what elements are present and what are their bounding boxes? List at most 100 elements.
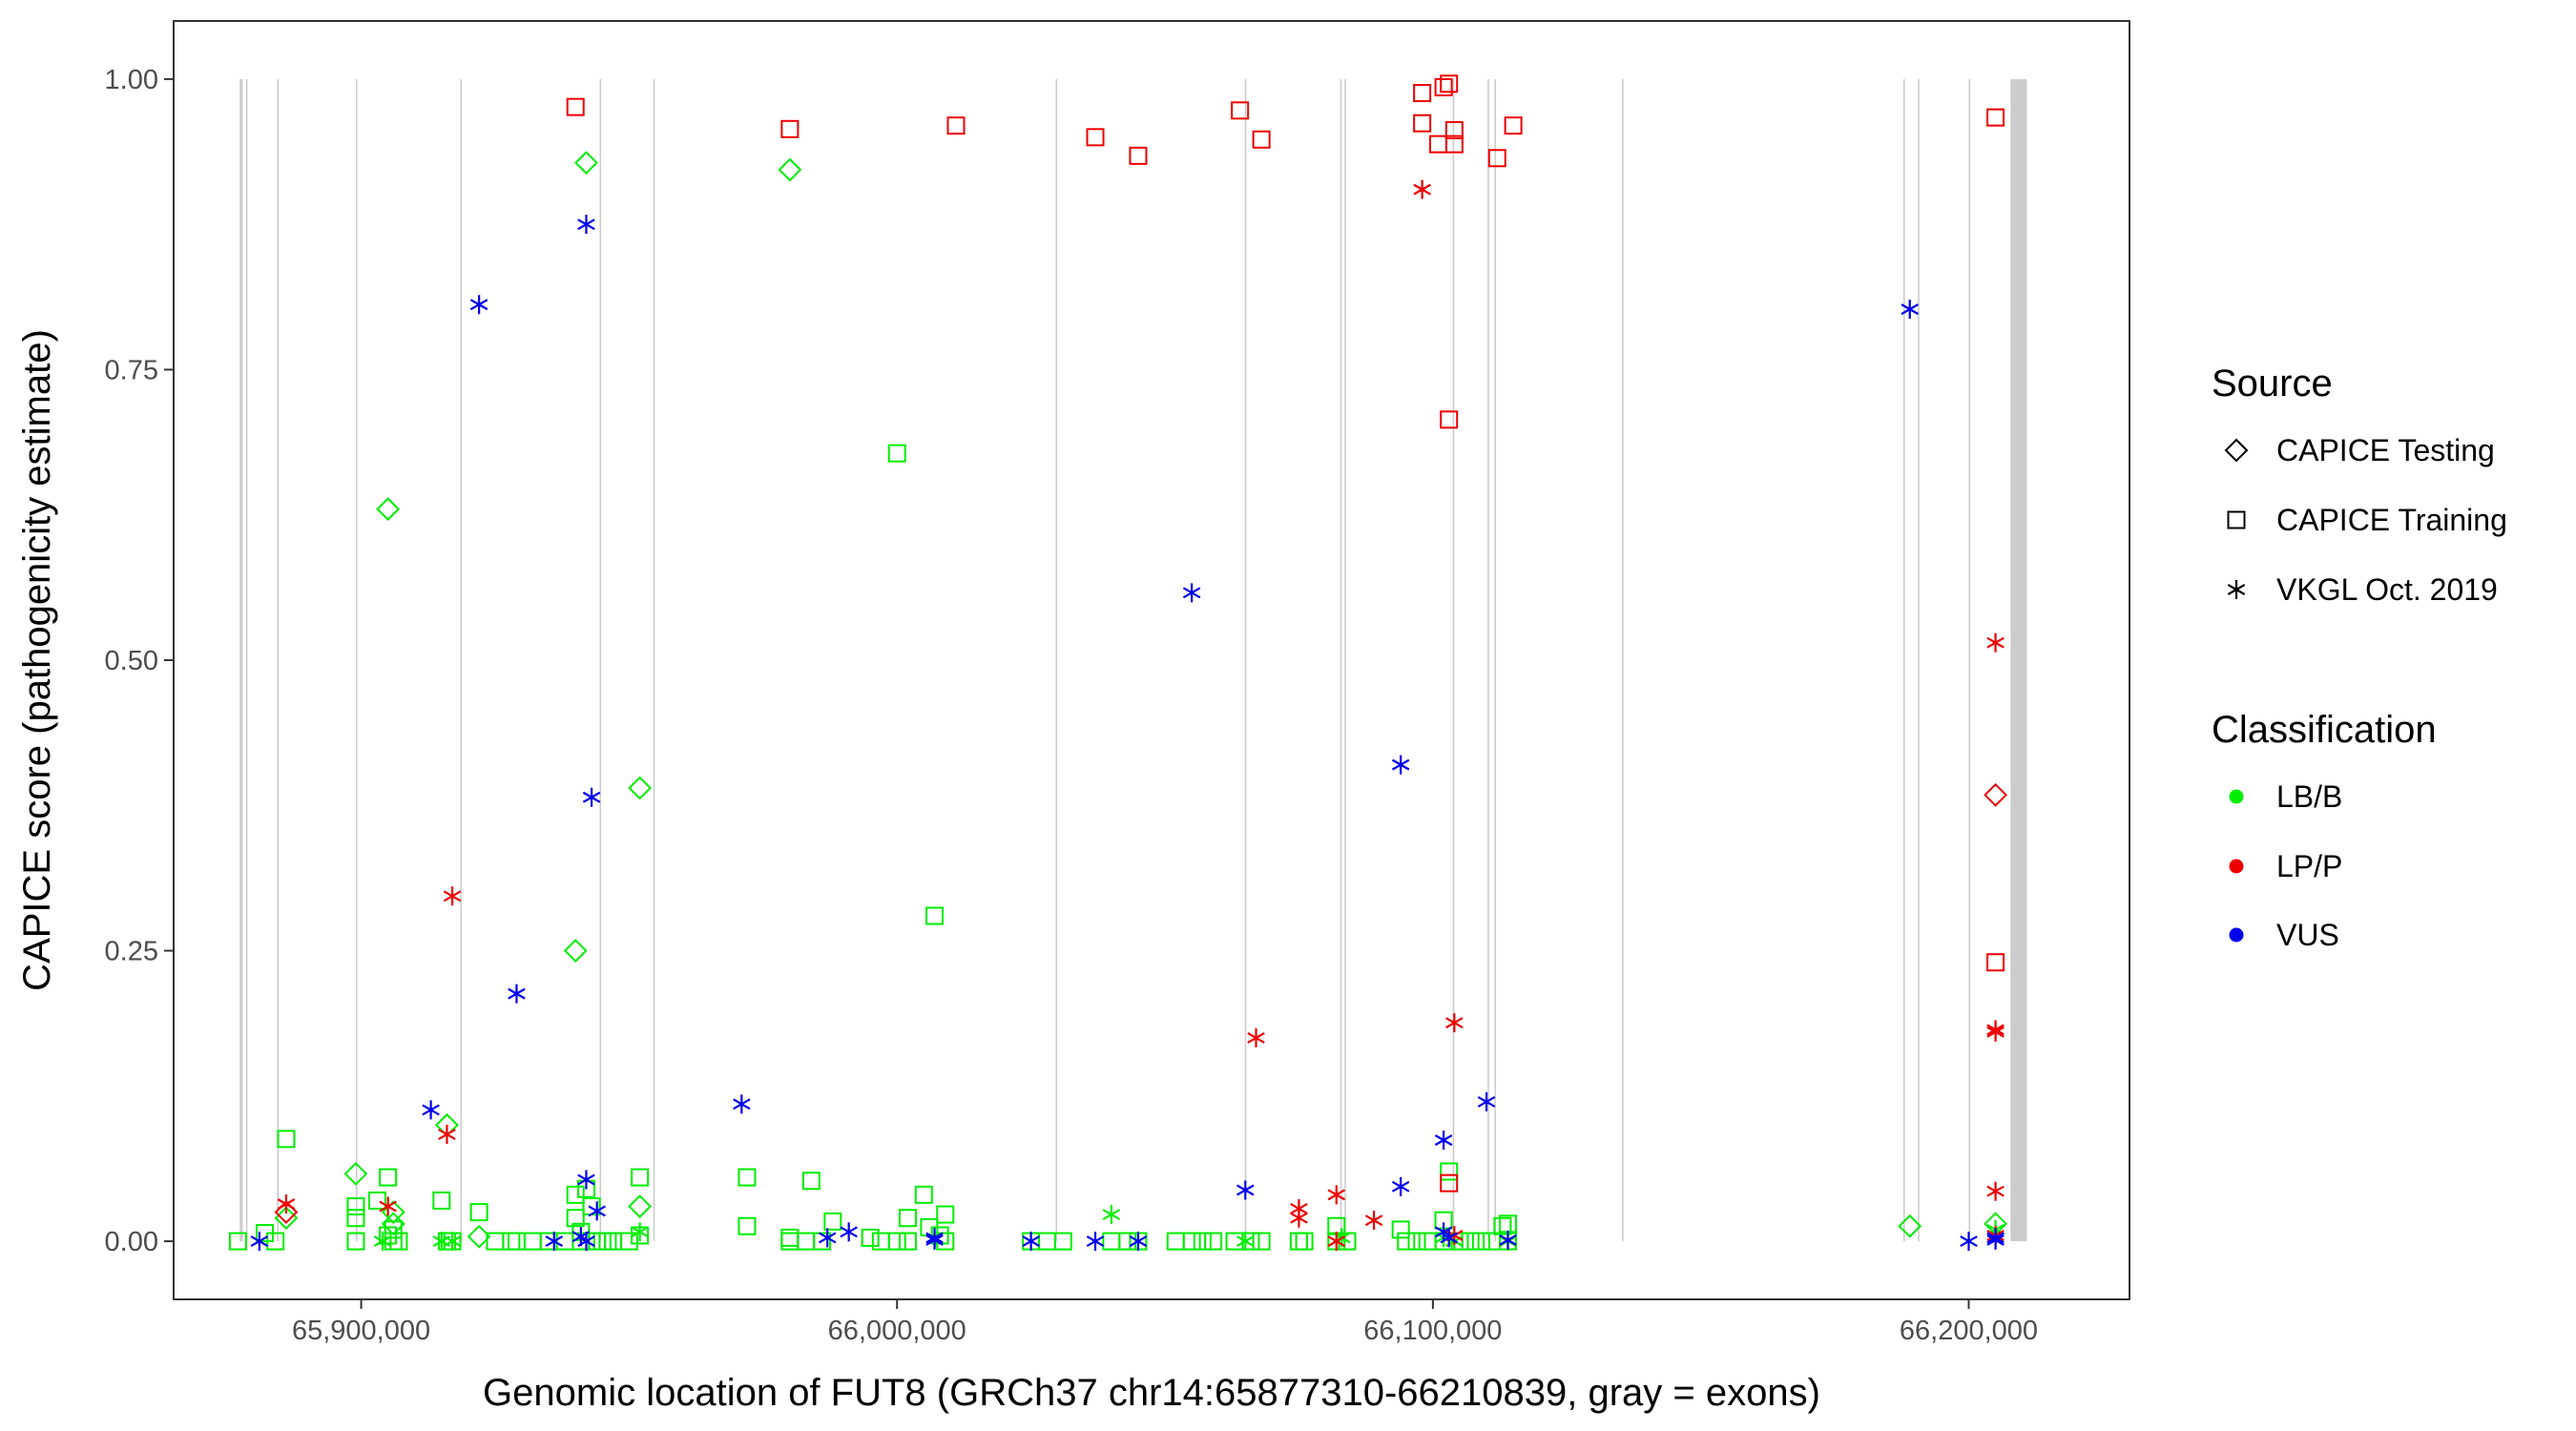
data-point xyxy=(343,1162,368,1186)
exon-layer xyxy=(239,78,2027,1242)
data-point xyxy=(631,1222,649,1242)
data-point xyxy=(1102,1232,1121,1251)
data-point xyxy=(898,1232,917,1251)
data-point xyxy=(887,1232,906,1251)
data-point xyxy=(1440,410,1459,429)
data-point xyxy=(1898,1213,1922,1238)
data-point xyxy=(1444,135,1464,154)
data-point xyxy=(1327,1232,1346,1252)
data-point xyxy=(887,444,906,463)
exon-band xyxy=(239,78,243,1242)
data-point xyxy=(563,939,588,963)
legend-key-asterisk xyxy=(2227,580,2246,599)
data-point xyxy=(1053,1232,1072,1251)
data-point xyxy=(1241,1232,1260,1251)
data-point xyxy=(1440,74,1459,93)
legend-source-label: VKGL Oct. 2019 xyxy=(2276,572,2498,607)
data-point xyxy=(1086,128,1105,147)
data-point xyxy=(277,1130,296,1149)
data-point xyxy=(604,1232,623,1251)
data-point xyxy=(1129,1232,1148,1252)
data-point xyxy=(381,1200,405,1225)
data-point xyxy=(266,1232,285,1251)
exon-band xyxy=(2010,78,2027,1242)
data-point xyxy=(523,1232,542,1251)
data-point xyxy=(502,1232,521,1251)
exon-band xyxy=(245,78,248,1242)
data-point xyxy=(628,776,653,800)
data-point xyxy=(619,1232,638,1251)
data-point xyxy=(1477,1091,1496,1111)
data-point xyxy=(443,1232,462,1252)
x-tick-label: 66,200,000 xyxy=(1900,1316,2038,1346)
data-point xyxy=(737,1216,757,1235)
data-point xyxy=(861,1228,880,1247)
x-tick-label: 65,900,000 xyxy=(292,1316,430,1346)
axis-layer: 0.00 0.25 0.50 0.75 1.00 65,900,000 66,000,000… xyxy=(105,65,2039,1346)
data-point xyxy=(467,1224,491,1249)
data-point xyxy=(1434,77,1453,96)
x-tick-label: 66,000,000 xyxy=(828,1316,966,1346)
data-point xyxy=(1413,84,1432,103)
data-point xyxy=(384,1220,403,1239)
data-point xyxy=(737,1168,757,1187)
legend: Source Classification CAPICE Testing CAPI… xyxy=(2212,363,2507,952)
exon-band xyxy=(1340,78,1342,1242)
legend-classification-title: Classification xyxy=(2212,709,2437,751)
data-point xyxy=(1487,149,1506,168)
data-point xyxy=(1397,1232,1416,1251)
data-point xyxy=(1182,1232,1201,1251)
exon-band xyxy=(1487,78,1489,1242)
data-point xyxy=(1225,1232,1244,1251)
data-point xyxy=(1499,1230,1517,1250)
legend-key-square xyxy=(2227,510,2246,529)
exon-band xyxy=(1452,78,1455,1242)
data-point xyxy=(1986,1230,2005,1250)
data-point xyxy=(1252,1232,1271,1251)
data-point xyxy=(1086,1232,1105,1252)
data-point xyxy=(871,1232,890,1251)
data-point xyxy=(1445,1013,1464,1033)
data-point xyxy=(566,1209,585,1228)
data-point xyxy=(1037,1232,1056,1251)
data-point xyxy=(925,1230,944,1250)
data-point xyxy=(1440,1162,1459,1181)
exon-band xyxy=(599,78,602,1242)
legend-source-title: Source xyxy=(2212,363,2333,404)
data-point xyxy=(1118,1232,1137,1251)
legend-key-dot xyxy=(2229,859,2244,874)
data-point xyxy=(946,116,966,135)
legend-key-dot xyxy=(2229,789,2244,804)
data-point xyxy=(469,295,488,315)
data-point xyxy=(1901,300,1919,320)
y-tick-label: 0.00 xyxy=(105,1227,158,1257)
data-point xyxy=(1504,116,1523,135)
data-point xyxy=(381,1212,405,1236)
data-point xyxy=(1960,1232,1978,1252)
data-point xyxy=(1418,1232,1437,1251)
data-point xyxy=(631,1168,650,1187)
exon-band xyxy=(1902,78,1905,1242)
data-point xyxy=(1236,1232,1255,1252)
data-point xyxy=(801,1172,821,1191)
data-point xyxy=(898,1209,917,1228)
data-point xyxy=(376,497,401,522)
data-point xyxy=(367,1191,386,1210)
exon-band xyxy=(1622,78,1624,1242)
data-point xyxy=(1290,1208,1308,1228)
x-tick-label: 66,100,000 xyxy=(1363,1316,1502,1346)
data-point xyxy=(566,97,585,116)
data-point xyxy=(1440,1173,1459,1192)
exon-band xyxy=(1494,78,1497,1242)
data-point xyxy=(1391,1176,1410,1196)
exon-band xyxy=(460,78,463,1242)
data-point xyxy=(379,1168,398,1187)
data-point xyxy=(1986,953,2005,972)
data-point xyxy=(1434,1130,1453,1151)
data-point xyxy=(936,1205,955,1224)
data-point xyxy=(422,1100,440,1120)
data-point xyxy=(925,906,945,925)
data-point xyxy=(1440,1228,1458,1248)
data-point xyxy=(1391,755,1410,775)
data-point xyxy=(813,1232,832,1251)
